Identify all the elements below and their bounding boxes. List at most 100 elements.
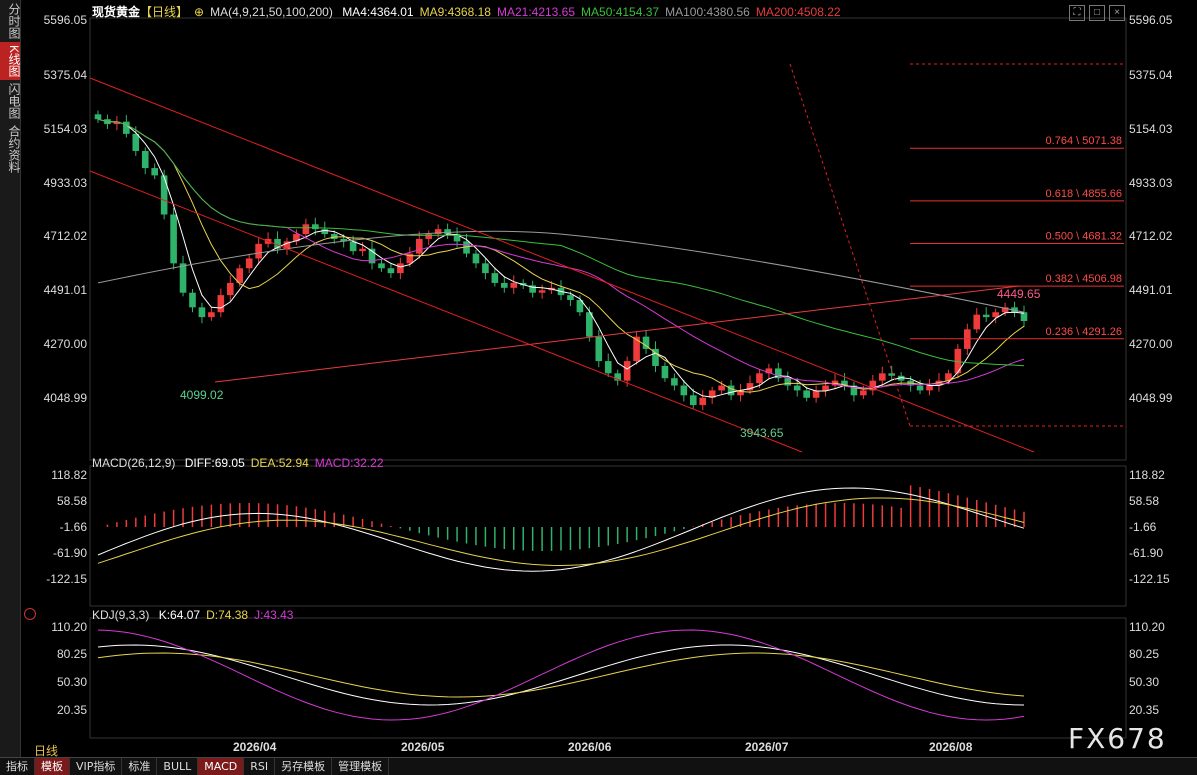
kdj-axis-label-l: 20.35: [56, 703, 87, 717]
close-icon[interactable]: ×: [1109, 5, 1125, 21]
ma-values: MA4:4364.01 MA9:4368.18 MA21:4213.65 MA50:4…: [342, 5, 846, 19]
price-axis-label-r: 5596.05: [1129, 13, 1173, 27]
candle-body: [482, 263, 489, 274]
kdj-axis-label-r: 80.25: [1129, 647, 1160, 661]
bottom-tab[interactable]: VIP指标: [70, 758, 123, 775]
macd-axis-label-r: 118.82: [1129, 468, 1165, 482]
candle-body: [1020, 312, 1028, 322]
candle-body: [727, 385, 735, 396]
macd-values-item-0: DIFF:69.05: [184, 456, 245, 470]
macd-axis-label-l: 118.82: [51, 468, 87, 482]
maximize-icon[interactable]: □: [1089, 5, 1105, 21]
macd-header: MACD(26,12,9) DIFF:69.05 DEA:52.94 MACD:32…: [92, 456, 396, 470]
macd-axis-label-l: -61.90: [52, 546, 87, 560]
price-axis-label-l: 4270.00: [43, 337, 87, 351]
high-annotation: 4449.65: [997, 287, 1041, 301]
candle-body: [860, 390, 867, 396]
candle-body: [614, 373, 622, 381]
candle-body: [387, 268, 395, 274]
dashed-trend-line: [789, 63, 911, 427]
period-label[interactable]: 日线: [34, 744, 59, 758]
candle-body: [841, 380, 848, 386]
price-axis-label-l: 5375.04: [43, 68, 87, 82]
macd-panel-frame: [89, 465, 1127, 607]
candle-body: [274, 238, 281, 249]
ma-line-50: [97, 118, 1025, 367]
x-axis-label: 2026/04: [233, 740, 277, 754]
candle-body: [737, 390, 744, 396]
candle-body: [954, 348, 962, 374]
candle-body: [179, 263, 187, 293]
ma-values-item-5: MA200:4508.22: [755, 5, 841, 19]
candle-body: [349, 241, 357, 252]
bottom-tab[interactable]: 标准: [122, 758, 158, 775]
candle-body: [916, 385, 924, 391]
macd-values-item-1: DEA:52.94: [250, 456, 309, 470]
candle-body: [113, 121, 121, 125]
kdj-axis-label-r: 20.35: [1129, 703, 1160, 717]
bottom-tab[interactable]: 模板: [35, 758, 70, 775]
bottom-tab[interactable]: 管理模板: [332, 758, 390, 775]
sidebar-tab-1[interactable]: K线图: [0, 42, 21, 81]
kdj-settings-icon[interactable]: [24, 608, 36, 620]
trend-line-lower: [89, 170, 803, 453]
ma-values-item-3: MA50:4154.37: [581, 5, 660, 19]
ma-values-item-0: MA4:4364.01: [342, 5, 414, 19]
candle-body: [897, 375, 905, 381]
macd-dea-line: [97, 497, 1025, 567]
candle-body: [141, 150, 149, 169]
price-axis-label-r: 4712.02: [1129, 229, 1173, 243]
candle-body: [368, 248, 376, 264]
settings-icon[interactable]: ⊕: [194, 5, 205, 19]
macd-values-item-2: MACD:32.22: [314, 456, 384, 470]
kdj-axis-label-l: 110.20: [51, 620, 87, 634]
candle-body: [217, 295, 225, 313]
candle-body: [519, 282, 527, 286]
candle-body: [793, 385, 801, 391]
macd-axis-label-r: 58.58: [1129, 494, 1160, 508]
candle-body: [340, 238, 347, 242]
sidebar-tab-2[interactable]: 闪电图: [7, 83, 21, 120]
trend-line-upper: [89, 77, 1035, 453]
candle-body: [245, 258, 253, 269]
kdj-params: KDJ(9,3,3): [92, 608, 150, 622]
candle-body: [293, 234, 300, 242]
fullscreen-icon[interactable]: ⛶: [1069, 5, 1085, 21]
period-tag[interactable]: 【日线】: [140, 5, 189, 19]
bottom-tab[interactable]: 指标: [0, 758, 35, 775]
candle-body: [132, 133, 140, 151]
ma-line-21: [97, 118, 1025, 389]
price-axis-label-l: 5596.05: [43, 13, 87, 27]
fib-level-label: 0.764 \ 5071.38: [1046, 135, 1122, 147]
kdj-header: KDJ(9,3,3) K:64.07 D:74.38 J:43.43: [92, 608, 305, 622]
candle-body: [888, 373, 896, 376]
ma-values-item-2: MA21:4213.65: [496, 5, 576, 19]
candle-body: [567, 295, 574, 301]
bottom-tab[interactable]: BULL: [157, 758, 199, 775]
candle-body: [992, 312, 999, 318]
fib-level-label: 0.618 \ 4855.66: [1046, 188, 1122, 200]
candle-body: [510, 282, 518, 288]
toolbar-icons: ⛶ □ ×: [1065, 2, 1125, 21]
candle-body: [718, 385, 725, 391]
main-header: 现货黄金【日线】 ⊕ MA(4,9,21,50,100,200) MA4:4364.…: [92, 3, 853, 20]
fib-level-label: 0.500 \ 4681.32: [1046, 231, 1122, 243]
bottom-tab[interactable]: MACD: [198, 758, 245, 775]
macd-axis-label-l: 58.58: [56, 494, 87, 508]
candle-body: [491, 273, 499, 283]
sidebar: 分时图 K线图闪电图合约资料: [0, 0, 21, 774]
price-axis-label-l: 4048.99: [43, 391, 87, 405]
candle-body: [94, 114, 102, 120]
price-axis-label-r: 4048.99: [1129, 391, 1173, 405]
bottom-tab[interactable]: 另存模板: [275, 758, 333, 775]
candle-body: [397, 263, 404, 274]
sidebar-tab-3[interactable]: 合约资料: [7, 125, 21, 174]
bottom-tab[interactable]: RSI: [244, 758, 276, 775]
candle-body: [378, 263, 385, 269]
ma-line-100: [97, 230, 1025, 313]
sidebar-tab-0[interactable]: 分时图: [7, 3, 21, 39]
chart-area[interactable]: 0.764 \ 5071.38 0.618 \ 4855.66 0.500 \ 46…: [20, 0, 1197, 757]
candle-body: [708, 390, 716, 398]
low-annotation-1: 4099.02: [180, 388, 224, 402]
price-axis-label-l: 4491.01: [43, 283, 87, 297]
